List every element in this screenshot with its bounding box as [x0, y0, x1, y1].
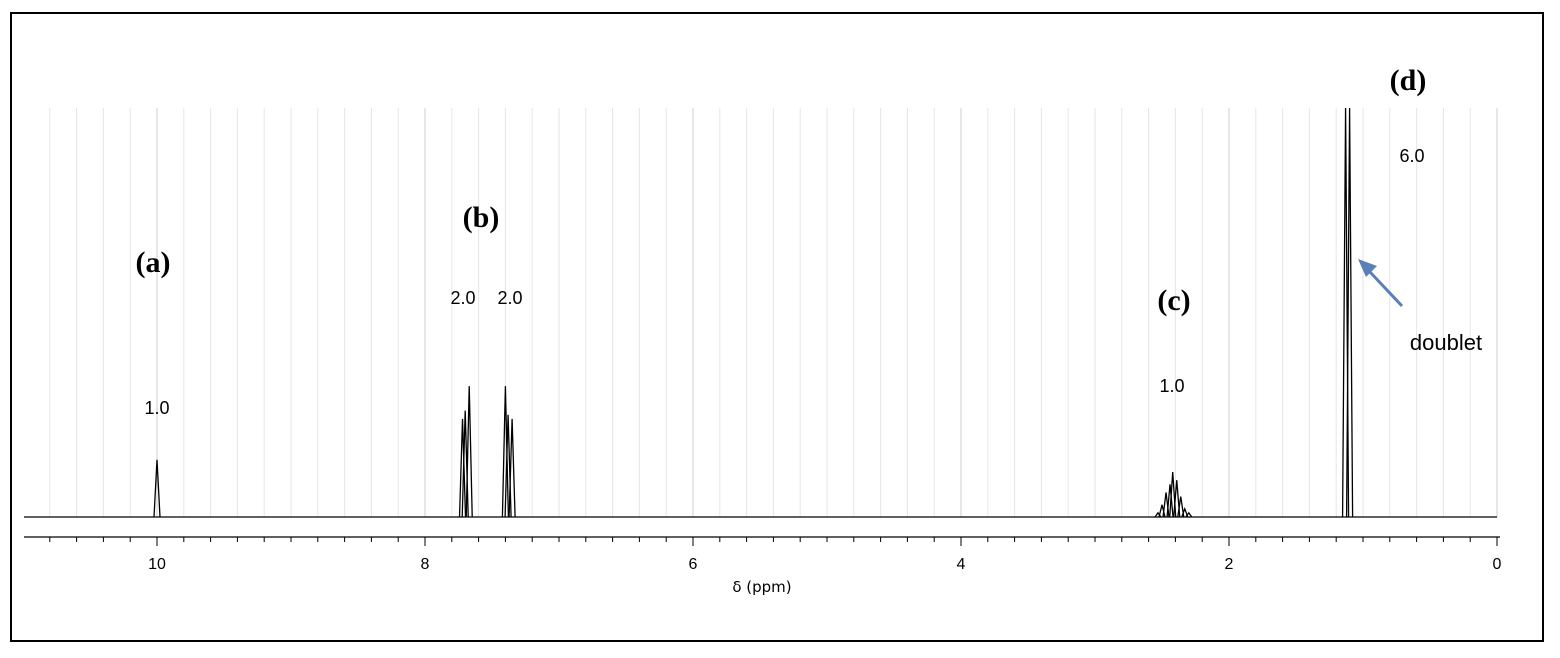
spectrum-peak-line — [1173, 480, 1181, 518]
peak-label-c: (c) — [1157, 284, 1190, 317]
vertical-grid — [49, 108, 1498, 517]
peak-labels: (a) 1.0 (b) 2.0 2.0 (c) 1.0 (d) 6.0 doublet — [136, 64, 1483, 418]
doublet-arrow-shaft — [1368, 270, 1404, 308]
spectrum-peak-line — [1166, 484, 1174, 518]
x-axis: 10 8 6 4 2 0 — [24, 536, 1502, 573]
peak-label-b1: (b) — [463, 201, 500, 234]
spectrum-peak-line — [1345, 107, 1354, 518]
x-tick-label: 10 — [148, 556, 166, 573]
x-tick-label: 4 — [957, 556, 966, 573]
peak-label-d: (d) — [1390, 64, 1427, 97]
spectrum-peak-line — [501, 386, 510, 518]
spectrum-peak-line — [1177, 496, 1185, 518]
peak-label-a: (a) — [136, 246, 171, 279]
doublet-arrow-head — [1358, 259, 1377, 277]
spectrum-peak-line — [1181, 506, 1189, 518]
doublet-annotation: doublet — [1410, 330, 1482, 355]
spectrum-peak-line — [1185, 511, 1193, 518]
spectrum-peak-line — [458, 418, 467, 518]
spectrum-peak-line — [465, 386, 473, 518]
integration-d: 6.0 — [1399, 146, 1424, 166]
integration-b2: 2.0 — [497, 288, 522, 308]
spectrum-trace — [24, 107, 1497, 518]
integration-b1: 2.0 — [450, 288, 475, 308]
integration-a: 1.0 — [144, 398, 169, 418]
spectrum-peak-line — [153, 459, 161, 518]
x-tick-label: 6 — [689, 556, 698, 573]
x-tick-label: 0 — [1493, 556, 1502, 573]
x-axis-title: δ (ppm) — [732, 578, 791, 596]
spectrum-peak-line — [508, 418, 516, 518]
x-tick-label: 8 — [421, 556, 430, 573]
integration-c: 1.0 — [1159, 376, 1184, 396]
x-tick-label: 2 — [1225, 556, 1234, 573]
